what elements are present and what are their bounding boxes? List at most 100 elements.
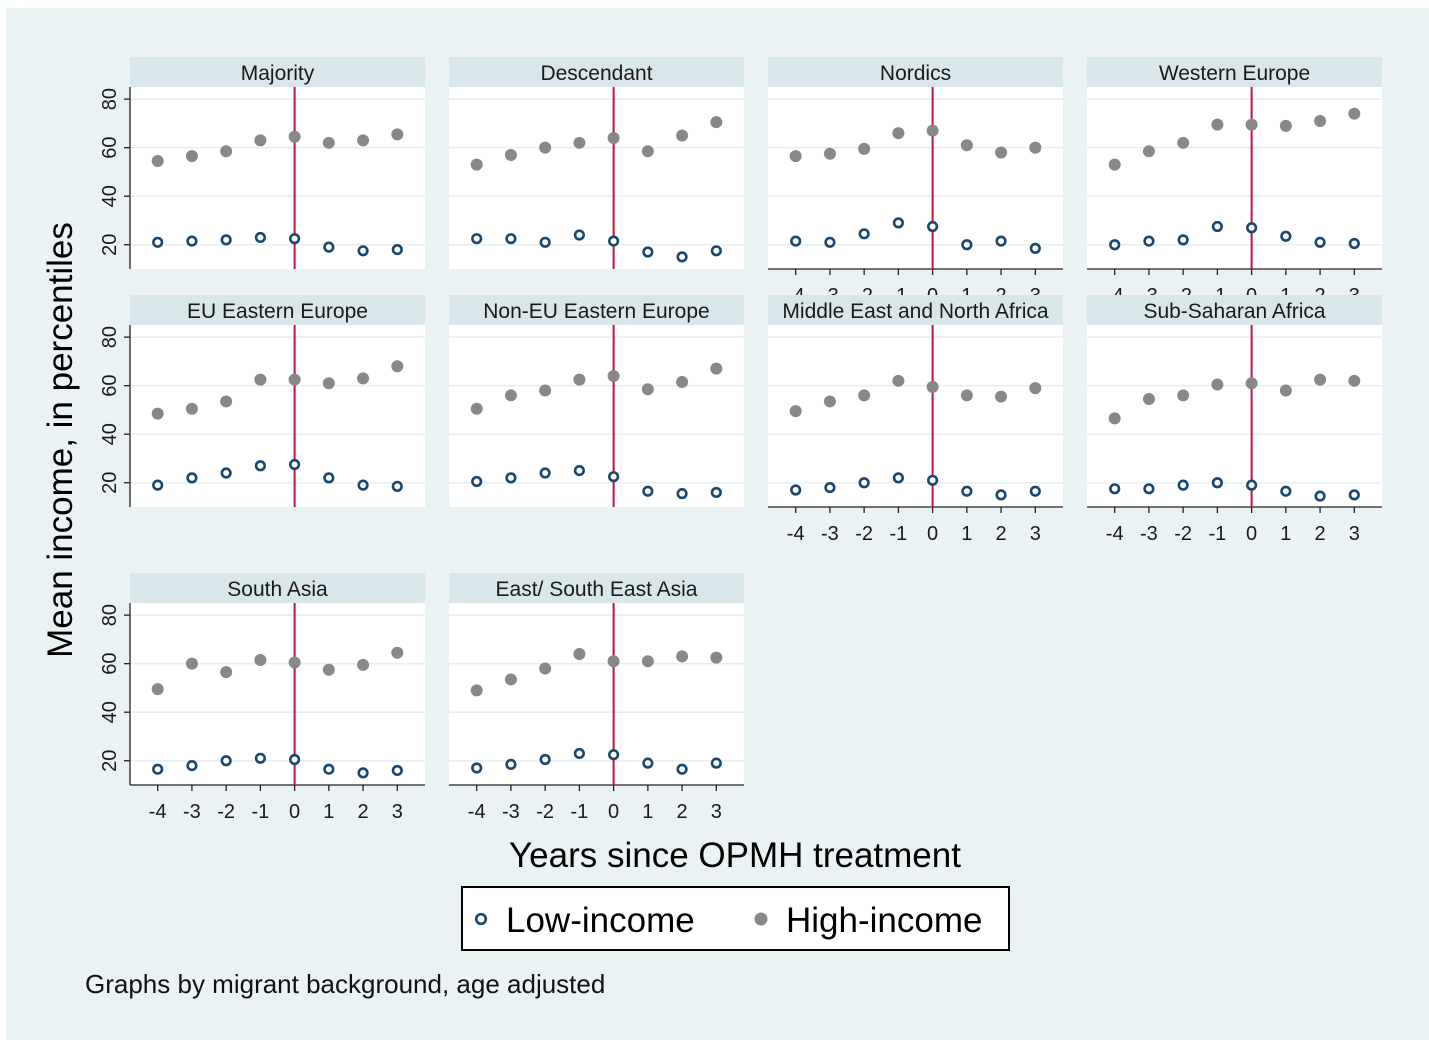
plot-area xyxy=(449,325,744,507)
high-income-point xyxy=(254,654,266,666)
high-income-point xyxy=(186,658,198,670)
plot-area xyxy=(130,87,425,269)
high-income-point xyxy=(642,655,654,667)
x-tick-label: -1 xyxy=(1208,523,1226,545)
high-income-point xyxy=(505,389,517,401)
high-income-point xyxy=(357,659,369,671)
x-tick-label: 0 xyxy=(1246,523,1257,545)
low-income-point xyxy=(928,222,937,231)
high-income-point xyxy=(1029,382,1041,394)
high-income-point xyxy=(471,159,483,171)
high-income-point xyxy=(1109,159,1121,171)
x-tick-label: 1 xyxy=(961,523,972,545)
y-tick-label: 80 xyxy=(99,88,121,110)
low-income-point xyxy=(575,466,584,475)
low-income-point xyxy=(997,237,1006,246)
low-income-point xyxy=(575,231,584,240)
low-income-point xyxy=(1145,485,1154,494)
panel-title: South Asia xyxy=(227,578,328,601)
high-income-point xyxy=(1177,389,1189,401)
low-income-point xyxy=(472,477,481,486)
x-tick-label: -1 xyxy=(251,801,269,823)
low-income-point xyxy=(1110,240,1119,249)
low-income-point xyxy=(1316,238,1325,247)
low-income-point xyxy=(472,234,481,243)
low-income-point xyxy=(222,236,231,245)
high-income-point xyxy=(186,150,198,162)
high-income-point xyxy=(573,137,585,149)
x-axis-title: Years since OPMH treatment xyxy=(509,836,961,875)
low-income-point xyxy=(359,481,368,490)
high-income-point xyxy=(642,145,654,157)
low-income-point xyxy=(507,234,516,243)
low-income-point xyxy=(894,474,903,483)
low-income-point xyxy=(393,766,402,775)
panel: EU Eastern Europe 20 40 60 80 xyxy=(99,295,425,507)
low-income-point xyxy=(325,765,334,774)
panel-title: Nordics xyxy=(880,62,951,85)
y-tick-label: 40 xyxy=(99,185,121,207)
y-tick-label: 20 xyxy=(99,234,121,256)
x-tick-label: -2 xyxy=(855,523,873,545)
high-income-point xyxy=(790,405,802,417)
y-tick-label: 40 xyxy=(99,423,121,445)
high-income-point xyxy=(539,663,551,675)
high-income-point xyxy=(391,128,403,140)
high-income-point xyxy=(1246,119,1258,131)
low-income-point xyxy=(325,474,334,483)
legend-low-income-label: Low-income xyxy=(506,901,695,940)
x-tick-label: -3 xyxy=(1140,523,1158,545)
low-income-point xyxy=(153,481,162,490)
x-tick-label: 2 xyxy=(677,801,688,823)
y-tick-label: 60 xyxy=(99,137,121,159)
low-income-point xyxy=(256,754,265,763)
low-income-point xyxy=(290,460,299,469)
low-income-point xyxy=(541,469,550,478)
x-tick-label: -4 xyxy=(787,523,805,545)
legend-high-income-marker xyxy=(755,913,768,926)
low-income-point xyxy=(609,750,618,759)
panel-title: Middle East and North Africa xyxy=(782,300,1048,323)
high-income-point xyxy=(471,684,483,696)
low-income-point xyxy=(1350,239,1359,248)
high-income-point xyxy=(710,363,722,375)
x-tick-label: -2 xyxy=(536,801,554,823)
low-income-point xyxy=(1213,478,1222,487)
low-income-point xyxy=(393,245,402,254)
high-income-point xyxy=(995,391,1007,403)
low-income-point xyxy=(609,237,618,246)
low-income-point xyxy=(894,219,903,228)
y-tick-label: 40 xyxy=(99,701,121,723)
high-income-point xyxy=(539,385,551,397)
low-income-point xyxy=(678,489,687,498)
panels-layer: Majority20406080DescendantNordics-4-3-2-… xyxy=(99,57,1382,823)
low-income-point xyxy=(997,491,1006,500)
x-tick-label: 0 xyxy=(927,523,938,545)
low-income-point xyxy=(359,769,368,778)
low-income-point xyxy=(826,238,835,247)
low-income-point xyxy=(472,764,481,773)
y-tick-label: 80 xyxy=(99,604,121,626)
high-income-point xyxy=(471,403,483,415)
x-tick-label: -2 xyxy=(1174,523,1192,545)
low-income-point xyxy=(153,765,162,774)
high-income-point xyxy=(710,116,722,128)
panel: Nordics-4-3-2-10123 xyxy=(768,57,1063,307)
plot-area xyxy=(1087,87,1382,269)
low-income-point xyxy=(1350,491,1359,500)
high-income-point xyxy=(573,374,585,386)
high-income-point xyxy=(608,370,620,382)
low-income-point xyxy=(575,749,584,758)
high-income-point xyxy=(357,372,369,384)
x-tick-label: 0 xyxy=(289,801,300,823)
low-income-point xyxy=(359,247,368,256)
figure-note: Graphs by migrant background, age adjust… xyxy=(85,969,605,999)
low-income-point xyxy=(1247,223,1256,232)
low-income-point xyxy=(188,761,197,770)
panel: Sub-Saharan Africa -4 -3 -2 -1 0 1 2 3 xyxy=(1087,295,1382,545)
x-tick-label: -3 xyxy=(821,523,839,545)
plot-area xyxy=(768,325,1063,507)
high-income-point xyxy=(289,131,301,143)
low-income-point xyxy=(222,469,231,478)
high-income-point xyxy=(186,403,198,415)
